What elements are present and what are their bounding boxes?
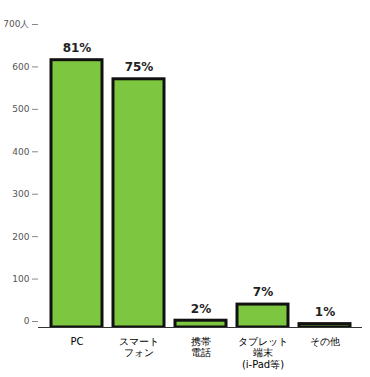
svg-text:700人: 700人 xyxy=(3,19,29,29)
svg-text:300: 300 xyxy=(12,189,29,199)
svg-text:100: 100 xyxy=(12,274,29,284)
svg-text:7%: 7% xyxy=(253,285,273,299)
svg-text:0: 0 xyxy=(24,316,30,326)
svg-text:600: 600 xyxy=(12,62,29,72)
svg-text:その他: その他 xyxy=(310,336,340,347)
svg-text:200: 200 xyxy=(12,232,29,242)
svg-text:400: 400 xyxy=(12,147,29,157)
svg-text:PC: PC xyxy=(70,336,83,347)
svg-text:携帯電話: 携帯電話 xyxy=(191,336,211,359)
svg-text:タブレット端末(i-Pad等): タブレット端末(i-Pad等) xyxy=(238,336,288,370)
svg-text:1%: 1% xyxy=(315,305,335,319)
svg-text:スマートフォン: スマートフォン xyxy=(119,336,159,359)
svg-text:75%: 75% xyxy=(125,60,154,74)
svg-text:81%: 81% xyxy=(63,41,92,55)
svg-text:2%: 2% xyxy=(191,302,211,316)
svg-text:500: 500 xyxy=(12,104,29,114)
